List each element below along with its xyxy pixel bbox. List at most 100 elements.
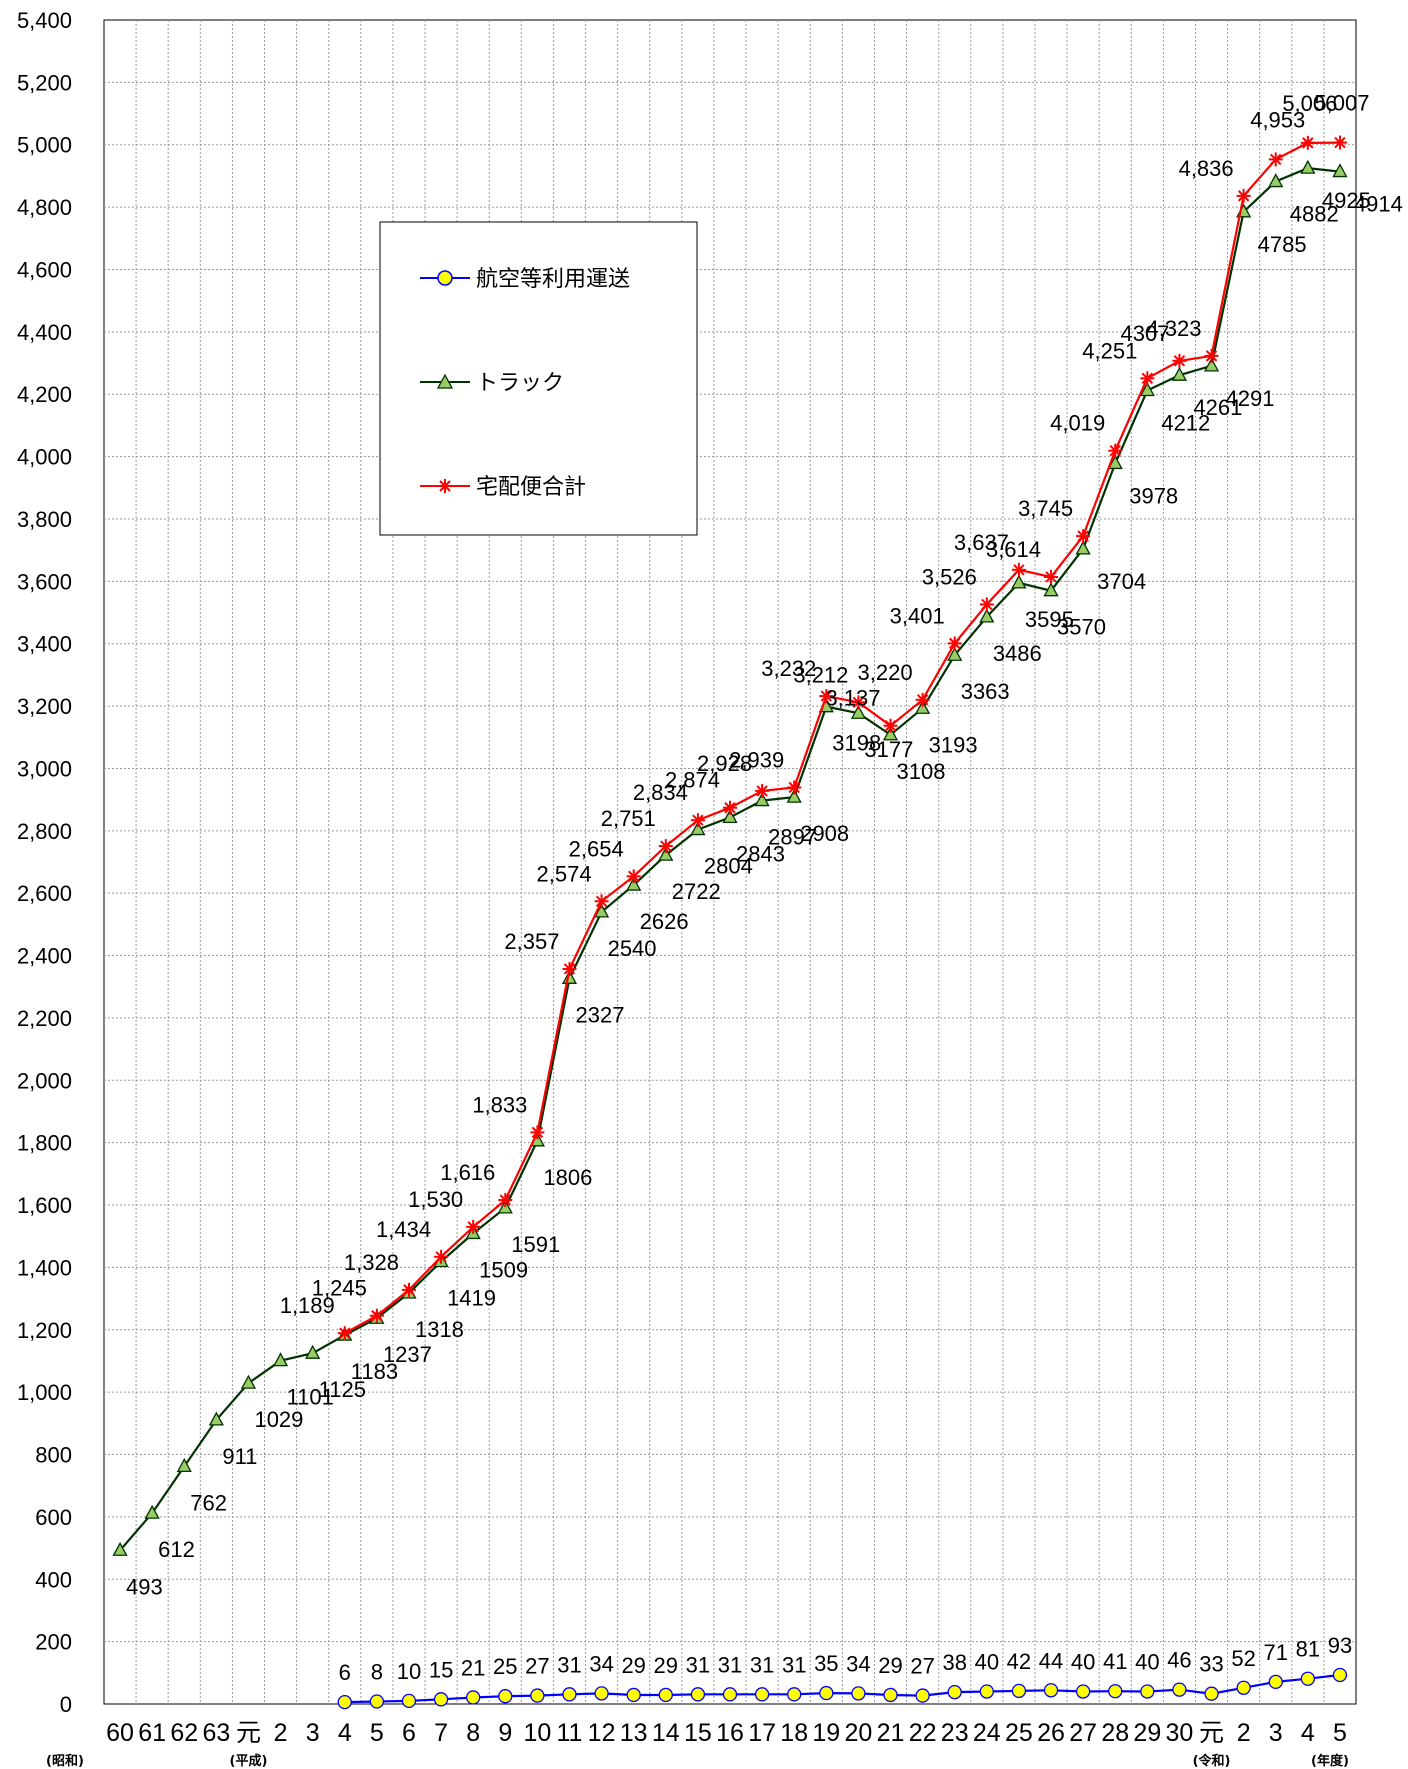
- data-label: 4914: [1354, 192, 1403, 217]
- data-point: [337, 1694, 352, 1710]
- x-tick-label: 10: [523, 1719, 551, 1747]
- y-tick-label: 5,000: [17, 133, 72, 158]
- data-label: 2897: [768, 825, 817, 850]
- data-label: 4,953: [1250, 107, 1305, 132]
- legend: 航空等利用運送 トラック 宅配便合計: [379, 221, 698, 536]
- y-tick-label: 1,600: [17, 1193, 72, 1218]
- data-label: 29: [878, 1653, 902, 1678]
- y-tick-label: 5,400: [17, 8, 72, 33]
- x-tick-label: 19: [812, 1719, 840, 1747]
- data-point: [498, 1689, 513, 1704]
- data-label: 40: [1135, 1650, 1159, 1675]
- data-label: 1,833: [472, 1092, 527, 1117]
- data-point: [1204, 348, 1219, 363]
- data-label: 762: [190, 1490, 227, 1515]
- data-point: [915, 692, 930, 707]
- legend-marker-star: [438, 479, 452, 493]
- data-label: 2843: [736, 841, 785, 866]
- data-label: 31: [686, 1652, 710, 1677]
- data-point: [466, 1690, 481, 1705]
- era-note: (令和): [1193, 1753, 1231, 1769]
- y-tick-label: 4,400: [17, 320, 72, 345]
- x-tick-label: 29: [1133, 1719, 1161, 1747]
- data-point: [562, 1687, 577, 1702]
- data-point: [369, 1308, 384, 1323]
- series-lines: [112, 135, 1348, 1710]
- x-tick-label: 9: [498, 1719, 512, 1747]
- data-label: 1,434: [376, 1217, 431, 1242]
- data-label: 2,939: [729, 747, 784, 772]
- data-point: [1107, 455, 1123, 470]
- data-point: [1172, 353, 1187, 368]
- data-point: [947, 636, 962, 651]
- data-point: [401, 1282, 416, 1297]
- data-point: [112, 1541, 128, 1556]
- x-tick-label: 7: [434, 1719, 448, 1747]
- data-point: [690, 821, 706, 836]
- data-label: 3,220: [858, 660, 913, 685]
- data-point: [1300, 135, 1315, 150]
- data-point: [658, 1687, 673, 1703]
- data-label: 3177: [864, 737, 913, 762]
- data-label: 911: [222, 1444, 257, 1469]
- data-label: 2,357: [504, 929, 559, 954]
- y-tick-label: 2,800: [17, 819, 72, 844]
- data-label: 3570: [1057, 615, 1106, 640]
- data-point: [1236, 1680, 1251, 1695]
- data-label: 3595: [1025, 607, 1074, 632]
- data-point: [626, 869, 641, 884]
- data-label: 2327: [575, 1002, 624, 1027]
- data-point: [754, 792, 770, 807]
- data-label: 612: [158, 1537, 195, 1562]
- y-tick-label: 2,400: [17, 944, 72, 969]
- data-label: 29: [654, 1653, 678, 1678]
- x-tick-label: 24: [973, 1719, 1001, 1747]
- data-point: [947, 646, 963, 661]
- x-tick-label: 23: [941, 1719, 969, 1747]
- data-label: 4307: [1120, 321, 1169, 346]
- data-point: [626, 1687, 641, 1703]
- data-label: 34: [589, 1651, 613, 1676]
- data-point: [1108, 443, 1123, 458]
- data-point: [1204, 1686, 1219, 1701]
- data-label: 46: [1167, 1648, 1191, 1673]
- data-label: 15: [429, 1657, 453, 1682]
- y-tick-label: 400: [35, 1567, 72, 1592]
- x-tick-label: 2: [1237, 1719, 1251, 1747]
- data-point: [979, 608, 995, 623]
- y-tick-label: 600: [35, 1505, 72, 1530]
- data-point: [1236, 188, 1251, 203]
- y-tick-label: 3,600: [17, 569, 72, 594]
- data-label: 31: [557, 1652, 581, 1677]
- data-label: 4,323: [1146, 316, 1201, 341]
- data-point: [401, 1693, 417, 1709]
- data-point: [915, 699, 931, 714]
- x-tick-label: 16: [716, 1719, 744, 1747]
- x-tick-label: 30: [1166, 1719, 1194, 1747]
- data-label: 1591: [511, 1232, 560, 1257]
- data-label: 25: [493, 1654, 517, 1679]
- data-label: 71: [1264, 1640, 1288, 1665]
- x-tick-label: 18: [780, 1719, 808, 1747]
- x-tick-label: 60: [106, 1719, 134, 1747]
- data-label: 3,637: [954, 530, 1009, 555]
- data-point: [851, 695, 866, 710]
- data-label: 10: [397, 1659, 421, 1684]
- data-label: 40: [1071, 1650, 1095, 1675]
- data-label: 2,928: [697, 751, 752, 776]
- data-label: 3486: [993, 641, 1042, 666]
- data-label: 1029: [254, 1407, 303, 1432]
- data-point: [1332, 135, 1347, 150]
- x-tick-label: 62: [170, 1719, 198, 1747]
- data-label: 8: [371, 1660, 383, 1685]
- y-tick-label: 1,800: [17, 1131, 72, 1156]
- data-label: 41: [1103, 1649, 1127, 1674]
- data-point: [882, 726, 899, 741]
- data-point: [530, 1125, 545, 1140]
- y-tick-label: 2,600: [17, 881, 72, 906]
- data-label: 1318: [415, 1317, 464, 1342]
- data-label: 3,232: [761, 656, 816, 681]
- data-label: 1419: [447, 1285, 496, 1310]
- data-label: 3,137: [825, 686, 880, 711]
- data-label: 2,834: [633, 780, 688, 805]
